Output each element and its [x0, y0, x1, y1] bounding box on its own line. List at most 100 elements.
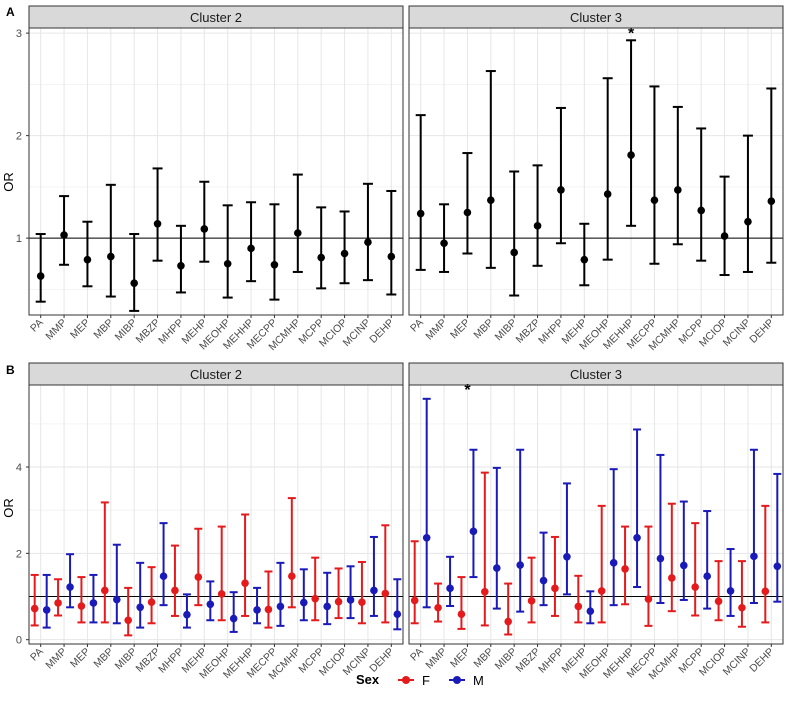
point-estimate: [697, 206, 705, 215]
point-estimate: [83, 255, 92, 264]
point-estimate: [124, 616, 132, 625]
point-estimate: [597, 587, 606, 595]
x-tick-label: DEHP: [747, 646, 776, 675]
legend-key-point: [402, 676, 410, 684]
point-estimate: [54, 599, 62, 607]
point-estimate: [183, 610, 191, 619]
point-estimate: [370, 586, 378, 595]
y-tick-label: 1: [16, 233, 22, 245]
y-tick-label: 4: [16, 462, 22, 474]
point-estimate: [323, 602, 331, 611]
series-f: [30, 497, 390, 637]
point-estimate: [703, 572, 711, 581]
point-estimate: [334, 597, 343, 606]
point-estimate: [463, 208, 472, 217]
x-tick-label: PA: [408, 646, 426, 664]
point-estimate: [627, 151, 635, 159]
significance-star: *: [464, 382, 471, 399]
point-estimate: [66, 583, 74, 591]
point-estimate: [656, 554, 665, 563]
point-estimate: [650, 196, 659, 204]
facet-panel: Cluster 3*PAMMPMEPMBPMIBPMBZPMHPPMEHPMEO…: [408, 5, 784, 353]
point-estimate: [136, 603, 144, 612]
y-tick-label: 2: [16, 131, 22, 143]
legend-label: F: [422, 673, 430, 688]
point-estimate: [229, 614, 238, 623]
legend: Sex F M: [356, 672, 484, 688]
series-estimate: [35, 167, 397, 312]
point-estimate: [206, 600, 215, 609]
point-estimate: [101, 586, 109, 595]
x-tick-label: MMP: [423, 646, 449, 672]
point-estimate: [551, 584, 559, 593]
point-estimate: [487, 196, 495, 204]
point-estimate: [680, 561, 688, 570]
point-estimate: [177, 262, 185, 270]
point-estimate: [580, 255, 589, 264]
point-estimate: [434, 603, 442, 612]
series-f: [410, 471, 770, 636]
point-estimate: [609, 559, 618, 567]
y-axis-label: OR: [1, 498, 16, 518]
point-estimate: [153, 219, 162, 228]
point-estimate: [60, 231, 68, 239]
point-estimate: [30, 604, 39, 613]
point-estimate: [539, 576, 548, 585]
point-estimate: [691, 583, 699, 591]
point-estimate: [340, 249, 349, 258]
point-estimate: [516, 561, 524, 569]
point-estimate: [504, 617, 512, 626]
facet-panel: Cluster 2PAMMPMEPMBPMIBPMBZPMHPPMEHPMEOH…: [28, 362, 404, 682]
point-estimate: [294, 229, 302, 237]
significance-star: *: [628, 25, 635, 42]
point-estimate: [264, 605, 273, 614]
point-estimate: [77, 602, 86, 610]
point-estimate: [533, 222, 542, 230]
point-estimate: [346, 596, 355, 604]
x-tick-label: MHPP: [156, 646, 186, 676]
point-estimate: [481, 587, 489, 596]
plot-border: [28, 384, 404, 645]
point-estimate: [317, 253, 325, 262]
x-tick-label: DEHP: [367, 317, 396, 346]
point-estimate: [364, 238, 372, 247]
plot-border: [408, 384, 784, 645]
series-m: [42, 522, 402, 633]
point-estimate: [469, 527, 478, 536]
point-estimate: [773, 562, 782, 571]
point-estimate: [159, 572, 168, 581]
x-tick-label: MMP: [43, 317, 69, 343]
x-tick-label: MMP: [43, 646, 69, 672]
facet-title: Cluster 2: [190, 10, 242, 25]
point-estimate: [200, 225, 209, 233]
x-tick-label: MHPP: [536, 646, 566, 676]
x-tick-label: MBP: [471, 317, 496, 342]
point-estimate: [761, 587, 770, 596]
x-tick-label: MEP: [68, 646, 93, 671]
panel-letter-b: B: [6, 363, 15, 377]
point-estimate: [113, 595, 121, 604]
point-estimate: [574, 602, 583, 611]
panel-letter-a: A: [6, 5, 15, 19]
point-estimate: [720, 232, 729, 240]
point-estimate: [42, 606, 51, 614]
point-estimate: [247, 244, 255, 253]
point-estimate: [726, 587, 735, 595]
point-estimate: [674, 186, 682, 194]
x-tick-label: MBP: [91, 317, 116, 342]
point-estimate: [194, 573, 203, 581]
x-tick-label: PA: [408, 317, 426, 335]
point-estimate: [493, 564, 501, 572]
x-tick-label: DEHP: [747, 317, 776, 346]
x-tick-label: PA: [28, 646, 46, 664]
point-estimate: [440, 239, 448, 248]
point-estimate: [621, 565, 629, 573]
point-estimate: [457, 610, 466, 619]
y-axis-label: OR: [1, 172, 16, 192]
point-estimate: [89, 599, 98, 607]
point-estimate: [750, 552, 758, 561]
point-estimate: [738, 603, 746, 612]
point-estimate: [557, 186, 565, 194]
point-estimate: [171, 586, 179, 595]
x-tick-label: MEP: [448, 317, 473, 342]
